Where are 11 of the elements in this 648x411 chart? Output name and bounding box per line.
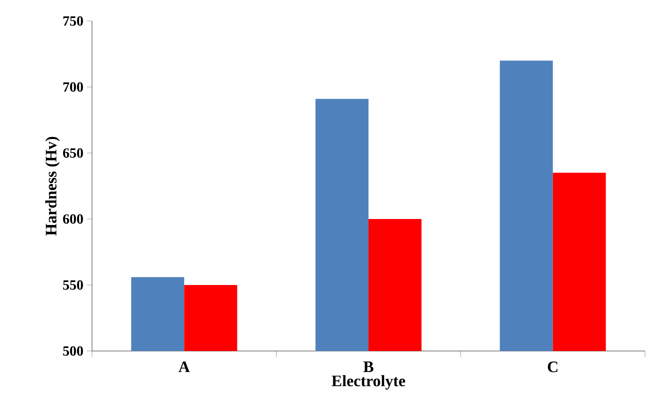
x-tick-label: B [363,362,374,372]
y-tick-label: 650 [63,148,83,158]
y-tick-label: 500 [63,346,83,356]
y-tick-label: 600 [63,214,83,224]
x-tick-label: A [178,362,190,372]
x-axis-title: Electrolyte [332,375,406,390]
y-axis-title: Hardness (Hv) [45,136,60,236]
y-tick-label: 550 [63,280,83,290]
x-tick-label: C [548,362,558,372]
y-tick-label: 750 [63,16,83,26]
y-tick-label: 700 [63,82,83,92]
